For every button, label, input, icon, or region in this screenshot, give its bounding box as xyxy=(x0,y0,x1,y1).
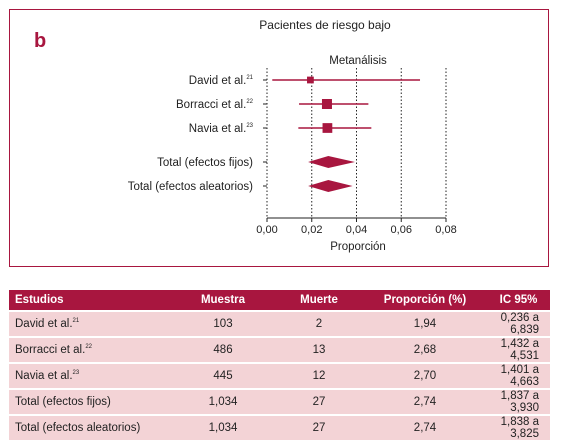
table-header-row: Estudios Muestra Muerte Proporción (%) I… xyxy=(9,290,550,310)
forest-plot-panel: b xyxy=(9,9,549,267)
panel-label: b xyxy=(34,30,47,52)
cell-ic: 1,837 a 3,930 xyxy=(487,390,550,414)
forest-plot: Pacientes de riesgo bajo Metanálisis 0,0… xyxy=(128,18,457,253)
chart-subtitle: Metanálisis xyxy=(329,55,387,67)
table-row: Navia et al.23 445 12 2,70 1,401 a 4,663 xyxy=(9,364,550,388)
point-estimate xyxy=(307,76,314,84)
study-ref: 21 xyxy=(246,75,253,81)
cell-muerte: 13 xyxy=(275,338,363,362)
cell-study-ref: 23 xyxy=(72,370,80,376)
cell-study-ref: 21 xyxy=(72,318,80,324)
x-axis-label: Proporción xyxy=(330,241,386,253)
summary-label: Total (efectos fijos) xyxy=(157,157,253,169)
header-proporcion: Proporción (%) xyxy=(363,290,487,310)
chart-title: Pacientes de riesgo bajo xyxy=(259,18,391,32)
summary-label: Total (efectos aleatorios) xyxy=(128,181,253,193)
point-estimate xyxy=(322,123,333,133)
study-label: David et al.21 xyxy=(189,75,254,87)
header-muerte: Muerte xyxy=(275,290,363,310)
cell-muestra: 103 xyxy=(171,312,275,336)
study-ref: 22 xyxy=(246,99,253,105)
cell-ic: 0,236 a 6,839 xyxy=(487,312,550,336)
cell-proporcion: 1,94 xyxy=(363,312,487,336)
point-estimate xyxy=(321,99,332,109)
table-row: Total (efectos fijos) 1,034 27 2,74 1,83… xyxy=(9,390,550,414)
cell-proporcion: 2,68 xyxy=(363,338,487,362)
x-tick-label: 0,04 xyxy=(346,224,367,236)
x-tick-label: 0,02 xyxy=(301,224,322,236)
cell-proporcion: 2,70 xyxy=(363,364,487,388)
cell-muerte: 12 xyxy=(275,364,363,388)
header-estudios: Estudios xyxy=(9,290,171,310)
cell-proporcion: 2,74 xyxy=(363,390,487,414)
cell-study-name: David et al.21 xyxy=(9,312,171,336)
x-tick-label: 0,08 xyxy=(435,224,456,236)
header-ic95: IC 95% xyxy=(487,290,550,310)
header-muestra: Muestra xyxy=(171,290,275,310)
cell-muerte: 27 xyxy=(275,390,363,414)
cell-ic: 1,432 a 4,531 xyxy=(487,338,550,362)
study-label: Navia et al.23 xyxy=(189,123,254,135)
study-label: Borracci et al.22 xyxy=(176,99,254,111)
cell-muestra: 1,034 xyxy=(171,390,275,414)
cell-study-name: Total (efectos fijos) xyxy=(9,390,171,414)
results-table: Estudios Muestra Muerte Proporción (%) I… xyxy=(9,288,550,442)
x-tick-label: 0,00 xyxy=(256,224,277,236)
table-row: Total (efectos aleatorios) 1,034 27 2,74… xyxy=(9,416,550,440)
cell-ic: 1,838 a 3,825 xyxy=(487,416,550,440)
x-tick-label: 0,06 xyxy=(391,224,412,236)
cell-study-name: Navia et al.23 xyxy=(9,364,171,388)
summary-diamond xyxy=(308,156,355,168)
study-ref: 23 xyxy=(246,123,253,129)
summary-diamond xyxy=(308,180,353,192)
cell-study-name: Total (efectos aleatorios) xyxy=(9,416,171,440)
table-row: Borracci et al.22 486 13 2,68 1,432 a 4,… xyxy=(9,338,550,362)
cell-proporcion: 2,74 xyxy=(363,416,487,440)
cell-study-name: Borracci et al.22 xyxy=(9,338,171,362)
table-row: David et al.21 103 2 1,94 0,236 a 6,839 xyxy=(9,312,550,336)
cell-muestra: 445 xyxy=(171,364,275,388)
cell-study-ref: 22 xyxy=(85,344,92,350)
cell-muerte: 2 xyxy=(275,312,363,336)
cell-muerte: 27 xyxy=(275,416,363,440)
cell-ic: 1,401 a 4,663 xyxy=(487,364,550,388)
cell-muestra: 486 xyxy=(171,338,275,362)
cell-muestra: 1,034 xyxy=(171,416,275,440)
